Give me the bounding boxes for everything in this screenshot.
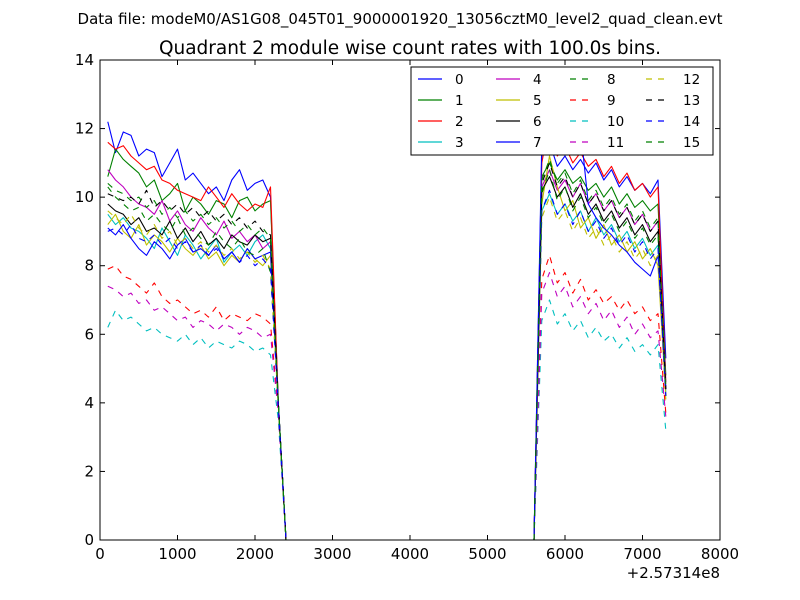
legend-entry-15: 15 xyxy=(646,135,700,151)
legend-label: 9 xyxy=(607,93,616,109)
legend-label: 3 xyxy=(455,135,464,151)
x-axis-offset-label: +2.57314e8 xyxy=(627,564,720,582)
legend-entry-11: 11 xyxy=(570,135,624,151)
legend-label: 5 xyxy=(533,93,542,109)
legend-entry-12: 12 xyxy=(646,72,700,88)
figure-suptitle: Data file: modeM0/AS1G08_045T01_90000019… xyxy=(78,10,723,29)
x-tick-label: 7000 xyxy=(623,545,661,563)
series-14-line-b xyxy=(533,189,667,541)
x-tick-label: 4000 xyxy=(391,545,429,563)
series-9-line-b xyxy=(533,254,667,541)
legend-entry-5: 5 xyxy=(496,93,542,109)
series-2-line-a xyxy=(107,141,287,541)
x-tick-labels: 0 1000 2000 3000 4000 5000 6000 7000 8000 xyxy=(95,545,739,563)
y-tick-label: 4 xyxy=(84,394,94,412)
chart-title: Quadrant 2 module wise count rates with … xyxy=(159,38,661,59)
series-13-line-b xyxy=(533,162,667,541)
legend-entry-3: 3 xyxy=(418,135,464,151)
series-1-line-b xyxy=(533,162,667,541)
series-8-line-a xyxy=(107,186,287,541)
legend-label: 15 xyxy=(683,135,700,151)
legend-label: 14 xyxy=(683,114,700,130)
y-tick-label: 6 xyxy=(84,325,94,343)
legend-entry-14: 14 xyxy=(646,114,700,130)
series-12-line-a xyxy=(107,210,287,541)
ticks-layer xyxy=(99,59,721,541)
legend-label: 11 xyxy=(607,135,624,151)
legend-label: 13 xyxy=(683,93,700,109)
y-tick-label: 0 xyxy=(84,531,94,549)
legend-label: 10 xyxy=(607,114,624,130)
series-15-line-a xyxy=(107,182,287,541)
series-4-line-b xyxy=(533,169,667,541)
series-15-line-b xyxy=(533,158,667,541)
legend-entry-9: 9 xyxy=(570,93,616,109)
legend-entry-7: 7 xyxy=(496,135,542,151)
legend-entry-0: 0 xyxy=(418,72,464,88)
legend-entry-6: 6 xyxy=(496,114,542,130)
y-tick-label: 2 xyxy=(84,462,94,480)
series-11-line-b xyxy=(533,272,667,541)
series-6-line-a xyxy=(107,203,287,541)
series-8-line-b xyxy=(533,169,667,541)
series-10-line-b xyxy=(533,299,667,541)
legend-entry-8: 8 xyxy=(570,72,616,88)
legend-entry-4: 4 xyxy=(496,72,542,88)
series-4-line-a xyxy=(107,169,287,541)
x-tick-label: 8000 xyxy=(701,545,739,563)
legend-label: 7 xyxy=(533,135,542,151)
y-tick-labels: 0 2 4 6 8 10 12 14 xyxy=(75,51,94,549)
legend-entry-1: 1 xyxy=(418,93,464,109)
legend-label: 2 xyxy=(455,114,464,130)
y-tick-label: 14 xyxy=(75,51,94,69)
legend-label: 12 xyxy=(683,72,700,88)
series-10-line-a xyxy=(107,309,287,541)
y-tick-label: 10 xyxy=(75,188,94,206)
series-14-line-a xyxy=(107,224,287,541)
x-tick-label: 3000 xyxy=(313,545,351,563)
legend-entry-13: 13 xyxy=(646,93,700,109)
series-1-line-a xyxy=(107,148,287,541)
y-tick-label: 12 xyxy=(75,120,94,138)
series-11-line-a xyxy=(107,285,287,541)
x-tick-label: 0 xyxy=(95,545,105,563)
legend-frame xyxy=(410,66,714,156)
legend-label: 0 xyxy=(455,72,464,88)
legend-label: 4 xyxy=(533,72,542,88)
series-3-line-a xyxy=(107,213,287,541)
legend-label: 6 xyxy=(533,114,542,130)
series-13-line-a xyxy=(107,189,287,541)
series-12-line-b xyxy=(533,196,667,541)
series-0-line-a xyxy=(107,121,287,541)
series-9-line-a xyxy=(107,265,287,541)
x-tick-label: 1000 xyxy=(158,545,196,563)
legend-entry-10: 10 xyxy=(570,114,624,130)
legend-label: 1 xyxy=(455,93,464,109)
legend-entry-2: 2 xyxy=(418,114,464,130)
x-tick-label: 6000 xyxy=(546,545,584,563)
legend-label: 8 xyxy=(607,72,616,88)
series-7-line-a xyxy=(107,224,287,541)
x-tick-label: 5000 xyxy=(468,545,506,563)
x-tick-label: 2000 xyxy=(236,545,274,563)
y-tick-label: 8 xyxy=(84,257,94,275)
